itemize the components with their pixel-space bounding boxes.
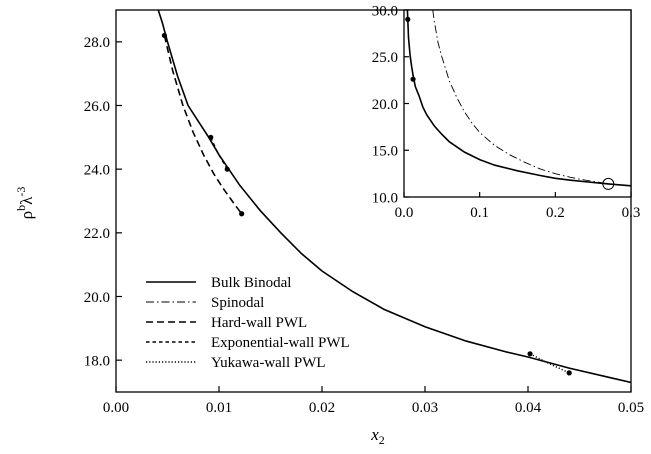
legend-label-spinodal: Spinodal (211, 295, 264, 311)
main-series-line-0 (157, 10, 631, 384)
inset-x-tick-label-2: 0.2 (546, 205, 565, 221)
main-x-tick-label-0: 0.00 (103, 400, 129, 416)
main-series-line-2 (163, 35, 243, 215)
y-axis-title-sup-b: b (14, 205, 28, 211)
main-y-tick-label-5: 28.0 (84, 35, 110, 51)
inset-y-tick-label-4: 30.0 (372, 3, 398, 19)
inset-axis-ticks: 0.0 0.1 0.2 0.3 10.0 15.0 20.0 25.0 30.0 (372, 3, 641, 221)
main-data-marker-2 (224, 166, 230, 172)
inset-x-tick-label-0: 0.0 (395, 205, 414, 221)
y-axis-title: ρbλ-3 (14, 187, 36, 220)
inset-background (404, 10, 631, 197)
legend-label-yukawa-wall: Yukawa-wall PWL (211, 355, 326, 371)
inset-x-tick-label-3: 0.3 (622, 205, 641, 221)
main-markers-group (161, 32, 572, 376)
inset-x-tick-label-1: 0.1 (470, 205, 489, 221)
x-axis-title-var: x (370, 425, 379, 444)
main-data-marker-5 (566, 370, 572, 376)
inset-series-group (406, 10, 631, 187)
main-axis-ticks: 0.00 0.01 0.02 0.03 0.04 0.05 18.0 20.0 22.0 24.0… (84, 35, 644, 416)
main-data-marker-3 (239, 211, 245, 217)
inset-chart: 0.0 0.1 0.2 0.3 10.0 15.0 20.0 25.0 30.0 (372, 3, 641, 221)
main-y-tick-label-2: 22.0 (84, 226, 110, 242)
legend-label-bulk-binodal: Bulk Binodal (211, 275, 291, 291)
inset-series-line-1 (432, 10, 609, 185)
y-axis-title-sup-exp: -3 (14, 187, 28, 197)
main-y-tick-label-1: 20.0 (84, 290, 110, 306)
main-plot-frame (115, 9, 632, 393)
legend-label-hard-wall: Hard-wall PWL (211, 315, 307, 331)
inset-series-line-0 (406, 10, 631, 187)
inset-y-tick-label-0: 10.0 (372, 190, 398, 206)
inset-data-marker-1 (410, 76, 416, 82)
x-axis-title: x2 (370, 425, 385, 447)
main-x-tick-label-5: 0.05 (618, 400, 644, 416)
inset-open-marker-0 (602, 177, 615, 190)
main-x-tick-label-3: 0.03 (412, 400, 438, 416)
main-x-tick-label-2: 0.02 (309, 400, 335, 416)
main-chart: 0.00 0.01 0.02 0.03 0.04 0.0518.020.022.024.0… (14, 9, 644, 447)
main-data-marker-4 (527, 351, 533, 357)
main-series-line-4 (529, 353, 570, 374)
main-data-marker-0 (161, 32, 168, 39)
inset-y-tick-label-1: 15.0 (372, 144, 398, 160)
inset-y-tick-label-3: 25.0 (372, 50, 398, 66)
y-axis-title-rho: ρ (17, 211, 36, 219)
legend-label-exponential-wall: Exponential-wall PWL (211, 335, 350, 351)
main-y-tick-label-0: 18.0 (84, 353, 110, 369)
inset-y-tick-label-2: 20.0 (372, 97, 398, 113)
inset-data-marker-0 (405, 16, 411, 22)
inset-markers-group (405, 16, 615, 190)
main-x-tick-label-1: 0.01 (206, 400, 232, 416)
x-axis-title-sub: 2 (379, 433, 385, 447)
main-y-tick-label-3: 24.0 (84, 162, 110, 178)
legend: Bulk Binodal Spinodal Hard-wall PWL Expo… (146, 275, 350, 371)
main-y-tick-label-4: 26.0 (84, 99, 110, 115)
main-x-tick-label-4: 0.04 (515, 400, 542, 416)
main-series-group (157, 10, 631, 384)
main-data-marker-1 (208, 134, 214, 140)
y-axis-title-lambda: λ (17, 196, 36, 205)
